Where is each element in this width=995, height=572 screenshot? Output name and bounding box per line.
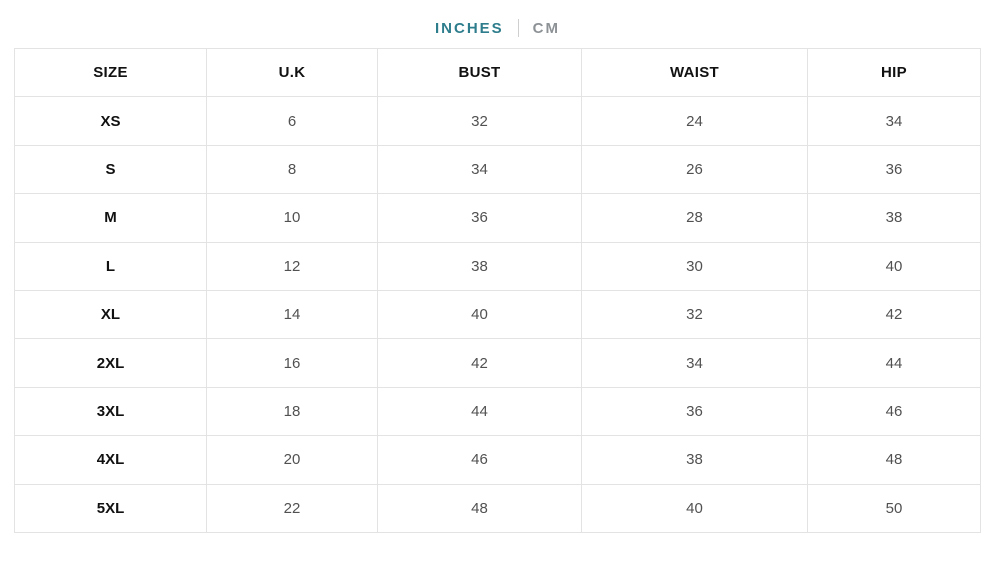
column-header-hip: HIP	[807, 47, 981, 98]
cell-waist: 38	[581, 435, 808, 485]
cell-hip: 36	[807, 144, 981, 195]
table-row: XS 6 32 24 34	[14, 96, 981, 146]
cell-bust: 32	[377, 96, 582, 146]
cell-waist: 24	[581, 96, 808, 146]
cell-hip: 46	[807, 386, 981, 437]
cell-waist: 36	[581, 386, 808, 437]
table-row: 4XL 20 46 38 48	[14, 435, 981, 485]
cell-size: XS	[14, 96, 207, 146]
cell-uk: 6	[206, 96, 378, 146]
unit-toggle-divider	[517, 19, 519, 37]
cell-hip: 48	[807, 435, 981, 485]
table-row: L 12 38 30 40	[14, 241, 981, 291]
column-header-size: SIZE	[14, 47, 207, 98]
cell-waist: 32	[581, 289, 808, 340]
table-row: 2XL 16 42 34 44	[14, 338, 981, 388]
size-chart-page: INCHES CM SIZE U.K BUST WAIST HIP XS 6	[0, 0, 995, 533]
column-header-bust: BUST	[377, 47, 582, 98]
table-row: S 8 34 26 36	[14, 144, 981, 195]
cell-uk: 22	[206, 483, 378, 533]
cell-hip: 34	[807, 96, 981, 146]
cell-bust: 40	[377, 289, 582, 340]
table-row: M 10 36 28 38	[14, 193, 981, 243]
cell-waist: 40	[581, 483, 808, 533]
cell-size: L	[14, 241, 207, 291]
tab-cm[interactable]: CM	[532, 19, 560, 37]
cell-bust: 42	[377, 338, 582, 388]
cell-bust: 38	[377, 241, 582, 291]
cell-uk: 10	[206, 193, 378, 243]
cell-hip: 38	[807, 193, 981, 243]
cell-hip: 44	[807, 338, 981, 388]
cell-uk: 16	[206, 338, 378, 388]
table-row: 5XL 22 48 40 50	[14, 483, 981, 533]
cell-waist: 30	[581, 241, 808, 291]
cell-hip: 42	[807, 289, 981, 340]
column-header-uk: U.K	[206, 47, 378, 98]
cell-uk: 8	[206, 144, 378, 195]
cell-bust: 46	[377, 435, 582, 485]
cell-bust: 48	[377, 483, 582, 533]
cell-waist: 34	[581, 338, 808, 388]
cell-bust: 34	[377, 144, 582, 195]
cell-size: S	[14, 144, 207, 195]
cell-size: M	[14, 193, 207, 243]
cell-size: 4XL	[14, 435, 207, 485]
cell-size: 2XL	[14, 338, 207, 388]
cell-uk: 14	[206, 289, 378, 340]
cell-hip: 50	[807, 483, 981, 533]
cell-size: 5XL	[14, 483, 207, 533]
table-row: XL 14 40 32 42	[14, 289, 981, 340]
cell-waist: 28	[581, 193, 808, 243]
cell-waist: 26	[581, 144, 808, 195]
size-chart-table: SIZE U.K BUST WAIST HIP XS 6 32 24 34 S …	[14, 47, 981, 533]
header-row: SIZE U.K BUST WAIST HIP	[14, 47, 981, 98]
cell-uk: 12	[206, 241, 378, 291]
cell-bust: 36	[377, 193, 582, 243]
cell-uk: 20	[206, 435, 378, 485]
cell-hip: 40	[807, 241, 981, 291]
table-row: 3XL 18 44 36 46	[14, 386, 981, 437]
cell-uk: 18	[206, 386, 378, 437]
tab-inches[interactable]: INCHES	[434, 19, 504, 37]
column-header-waist: WAIST	[581, 47, 808, 98]
cell-bust: 44	[377, 386, 582, 437]
cell-size: 3XL	[14, 386, 207, 437]
unit-toggle: INCHES CM	[0, 0, 995, 48]
cell-size: XL	[14, 289, 207, 340]
